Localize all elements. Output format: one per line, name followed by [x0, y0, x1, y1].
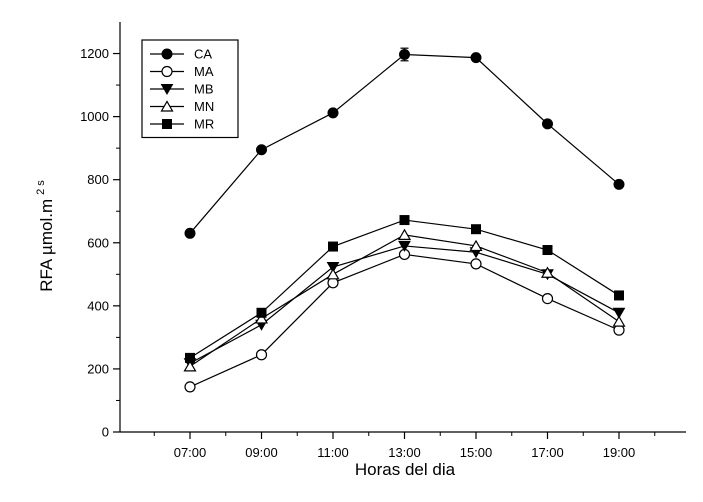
- point-MR-15:00: [471, 224, 481, 235]
- point-CA-11:00: [327, 107, 339, 119]
- y-tick-label-600: 600: [87, 235, 109, 250]
- point-MN-15:00: [469, 239, 483, 252]
- point-MR-11:00: [328, 241, 338, 252]
- point-MN-19:00: [612, 315, 626, 327]
- legend-marker-MN: [160, 100, 174, 112]
- y-axis-title: RFA µmol.m 2 s: [35, 180, 56, 292]
- x-tick-label-13:00: 13:00: [388, 445, 421, 460]
- y-tick-label-200: 200: [87, 361, 109, 376]
- point-MR-13:00: [399, 215, 410, 226]
- point-MR-07:00: [185, 352, 195, 363]
- y-tick-label-1000: 1000: [80, 109, 109, 124]
- point-MN-11:00: [326, 268, 340, 280]
- axes: 0 200 400 600 800 1000 1200 07:00 09:00 11:00 13:0…: [80, 22, 686, 460]
- point-CA-15:00: [470, 52, 482, 64]
- x-tick-label-17:00: 17:00: [531, 445, 564, 460]
- y-tick-label-1200: 1200: [80, 46, 109, 61]
- x-tick-label-07:00: 07:00: [174, 445, 207, 460]
- point-MR-17:00: [542, 245, 553, 256]
- point-CA-09:00: [256, 144, 267, 156]
- series-MB: [183, 240, 626, 370]
- legend-label-MB: MB: [194, 82, 214, 97]
- legend-label-CA: CA: [194, 47, 212, 62]
- legend-label-MA: MA: [194, 64, 214, 79]
- series-line-MB: [189, 245, 620, 364]
- x-tick-label-15:00: 15:00: [460, 445, 493, 460]
- legend: CA MA MB MN MR: [141, 39, 239, 139]
- point-CA-19:00: [613, 178, 625, 190]
- series-layer: [183, 47, 626, 393]
- series-MN: [183, 228, 626, 372]
- y-axis-title-main: RFA µmol.m: [37, 199, 56, 292]
- x-tick-label-11:00: 11:00: [317, 445, 349, 460]
- legend-marker-MR: [162, 119, 172, 129]
- x-tick-label-19:00: 19:00: [603, 445, 636, 460]
- series-line-CA: [189, 53, 620, 234]
- y-tick-label-800: 800: [87, 172, 109, 187]
- point-MN-09:00: [254, 312, 269, 324]
- point-CA-07:00: [184, 227, 196, 239]
- x-tick-label-09:00: 09:00: [245, 445, 278, 460]
- y-tick-label-400: 400: [87, 298, 109, 313]
- point-MA-15:00: [470, 258, 482, 270]
- point-MA-09:00: [255, 349, 268, 361]
- point-MA-17:00: [541, 292, 554, 305]
- point-MB-13:00: [398, 240, 411, 252]
- point-MB-11:00: [326, 262, 340, 274]
- y-tick-label-0: 0: [102, 425, 109, 440]
- legend-label-MN: MN: [194, 99, 214, 114]
- point-MA-07:00: [184, 381, 196, 393]
- legend-marker-CA: [161, 48, 173, 60]
- series-MR: [185, 215, 624, 363]
- legend-marker-MA: [161, 65, 173, 78]
- point-MN-07:00: [183, 360, 197, 372]
- series-CA: [184, 47, 625, 239]
- point-CA-13:00: [399, 48, 410, 60]
- point-MN-17:00: [540, 266, 555, 278]
- point-MR-09:00: [256, 307, 267, 318]
- series-line-MR: [189, 219, 620, 359]
- point-CA-17:00: [542, 118, 553, 130]
- x-axis-title: Horas del dia: [355, 460, 456, 479]
- legend-marker-MB: [160, 84, 174, 95]
- point-MB-19:00: [612, 307, 626, 319]
- point-MR-19:00: [614, 290, 624, 301]
- series-line-MA: [189, 253, 620, 388]
- series-MA: [184, 248, 625, 393]
- point-MN-13:00: [397, 228, 412, 240]
- legend-label-MR: MR: [194, 117, 214, 132]
- y-axis-title-sup: 2 s: [35, 180, 47, 195]
